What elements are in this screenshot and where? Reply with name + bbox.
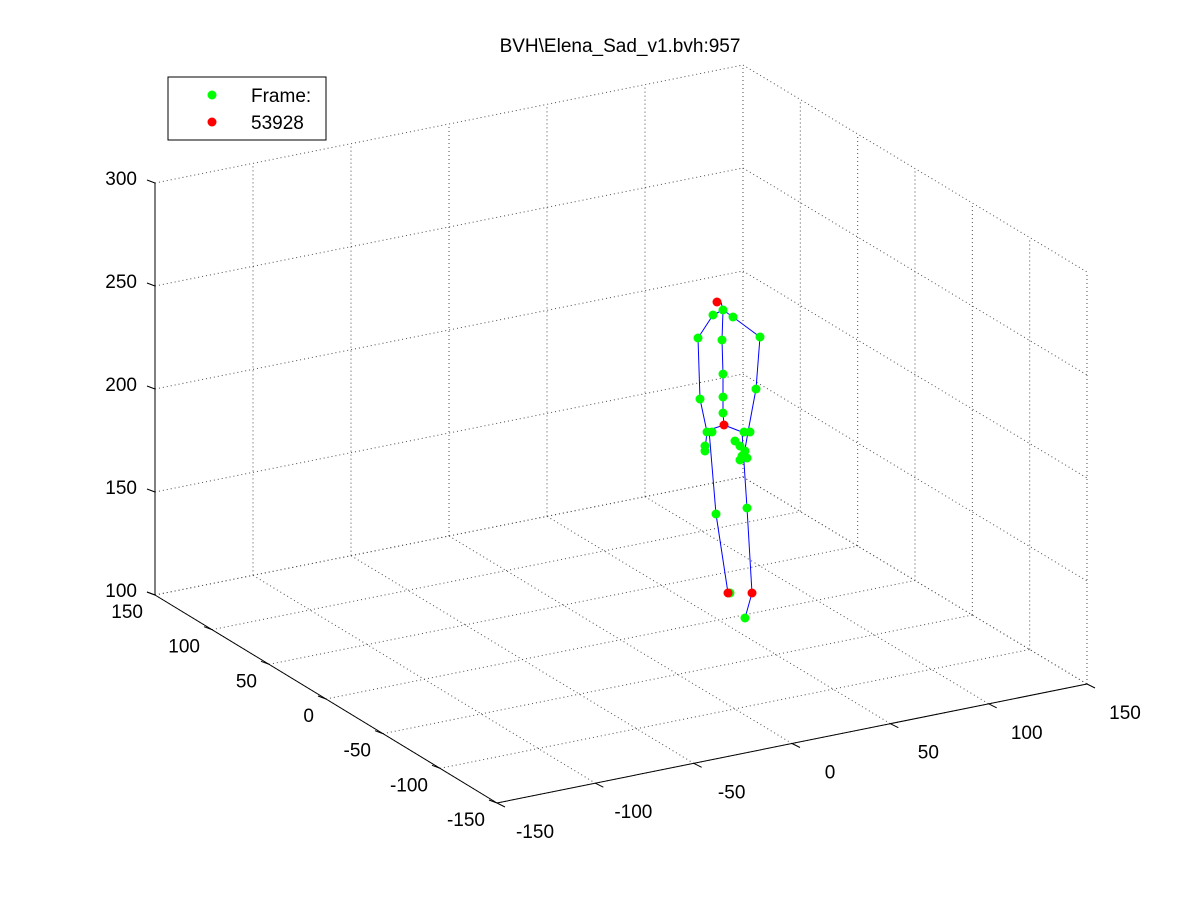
legend-box bbox=[167, 76, 327, 141]
joint-point bbox=[707, 427, 717, 437]
x-tick-label: 50 bbox=[918, 743, 939, 764]
x-tick-mark bbox=[595, 782, 604, 788]
root-joint-point bbox=[712, 297, 722, 307]
x-tick-mark bbox=[1086, 683, 1096, 689]
skeleton-bone bbox=[708, 429, 717, 515]
x-tick-label: 0 bbox=[825, 763, 836, 784]
x-tick-mark bbox=[890, 723, 899, 729]
joint-point bbox=[717, 335, 727, 345]
y-tick-label: -150 bbox=[447, 810, 485, 831]
z-tick-label: 150 bbox=[105, 478, 137, 499]
skeleton-bone bbox=[715, 513, 729, 594]
legend-label-number: 53928 bbox=[251, 113, 304, 134]
x-tick-label: 100 bbox=[1011, 723, 1043, 744]
joint-point bbox=[718, 305, 728, 315]
joint-point bbox=[708, 310, 718, 320]
x-tick-mark bbox=[988, 703, 997, 709]
x-tick-label: -50 bbox=[718, 782, 745, 803]
y-tick-mark bbox=[317, 695, 327, 700]
joint-point bbox=[742, 453, 752, 463]
y-tick-label: -100 bbox=[390, 775, 428, 796]
z-tick-label: 100 bbox=[105, 581, 137, 602]
root-joint-point bbox=[723, 588, 733, 598]
skeleton-bone bbox=[747, 388, 757, 433]
joint-point bbox=[755, 332, 765, 342]
x-tick-mark bbox=[791, 743, 801, 748]
x-tick-label: -150 bbox=[516, 822, 554, 843]
grid-lines bbox=[154, 64, 1088, 804]
skeleton-figure bbox=[693, 297, 765, 623]
x-tick-mark bbox=[496, 802, 506, 808]
grid-line bbox=[742, 476, 1088, 685]
joint-point bbox=[718, 392, 728, 402]
legend-marker-number bbox=[207, 117, 217, 127]
x-tick-mark bbox=[693, 762, 702, 768]
joint-point bbox=[700, 446, 710, 456]
skeleton-bone bbox=[732, 316, 761, 338]
axes-frame bbox=[154, 183, 1088, 804]
x-tick-label: -100 bbox=[614, 802, 652, 823]
joint-point bbox=[740, 613, 750, 623]
y-tick-label: 100 bbox=[168, 637, 200, 658]
y-tick-label: 50 bbox=[236, 671, 257, 692]
z-tick-mark bbox=[146, 488, 156, 493]
skeleton-bone bbox=[699, 398, 708, 433]
z-tick-mark bbox=[146, 385, 156, 390]
y-tick-mark bbox=[374, 730, 384, 735]
skeleton-bone bbox=[746, 507, 753, 594]
skeleton-bone bbox=[721, 339, 724, 375]
grid-line bbox=[325, 580, 916, 700]
z-tick-label: 200 bbox=[105, 375, 137, 396]
joint-point bbox=[751, 384, 761, 394]
root-joint-point bbox=[719, 420, 729, 430]
grid-line bbox=[742, 167, 1088, 376]
skeleton-bone bbox=[721, 309, 724, 341]
y-tick-mark bbox=[260, 660, 270, 665]
joint-point bbox=[711, 509, 721, 519]
y-tick-mark bbox=[431, 764, 441, 769]
z-tick-mark bbox=[146, 179, 156, 184]
z-tick-label: 300 bbox=[105, 169, 137, 190]
joint-point bbox=[742, 503, 752, 513]
skeleton-bone bbox=[697, 314, 714, 339]
y-tick-label: 0 bbox=[303, 706, 314, 727]
joint-point bbox=[718, 408, 728, 418]
tick-labels: -150-100-50050100150150100500-50-100-150… bbox=[105, 169, 1141, 843]
joint-point bbox=[745, 427, 755, 437]
legend-label-frame: Frame: bbox=[251, 86, 311, 107]
grid-line bbox=[742, 64, 1088, 273]
x-tick-label: 150 bbox=[1109, 703, 1141, 724]
y-tick-mark bbox=[203, 626, 213, 631]
joint-point bbox=[718, 369, 728, 379]
skeleton-bone bbox=[697, 337, 701, 400]
joint-point bbox=[728, 312, 738, 322]
joint-point bbox=[735, 455, 745, 465]
grid-line bbox=[268, 545, 858, 665]
skeleton-bone bbox=[755, 336, 761, 390]
y-tick-label: 150 bbox=[111, 602, 143, 623]
joint-point bbox=[693, 333, 703, 343]
z-tick-mark bbox=[146, 282, 156, 287]
z-tick-mark bbox=[146, 591, 156, 596]
joint-point bbox=[695, 394, 705, 404]
grid-line bbox=[742, 270, 1088, 479]
y-tick-label: -50 bbox=[344, 741, 371, 762]
grid-line bbox=[439, 649, 1030, 769]
z-tick-label: 250 bbox=[105, 272, 137, 293]
grid-line bbox=[382, 614, 973, 735]
grid-line bbox=[742, 373, 1088, 582]
root-joint-point bbox=[747, 588, 757, 598]
legend: Frame: 53928 bbox=[167, 76, 327, 141]
legend-marker-frame bbox=[207, 90, 217, 100]
grid-line bbox=[211, 511, 801, 631]
chart-title: BVH\Elena_Sad_v1.bvh:957 bbox=[500, 36, 741, 57]
y-tick-mark bbox=[488, 799, 498, 804]
